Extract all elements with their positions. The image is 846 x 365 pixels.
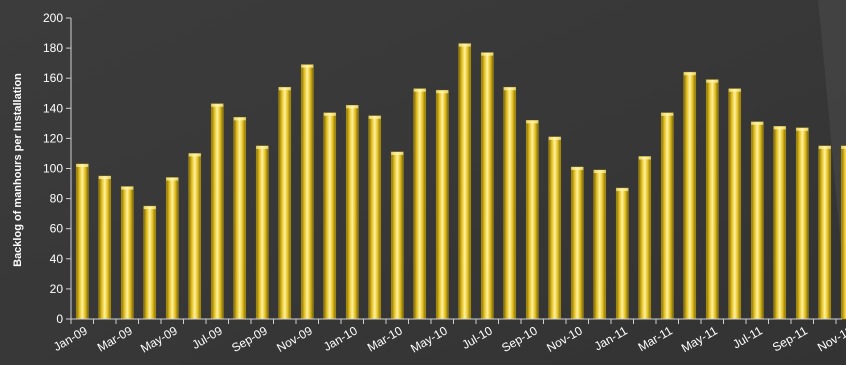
bar-cap [76,163,89,167]
bar [120,186,134,320]
bars [75,43,846,320]
bar-cap [301,64,314,68]
bar-cap [233,117,246,121]
bar [840,145,846,320]
bar-cap [481,52,494,56]
bar [75,163,89,320]
y-tick-label: 20 [50,282,64,296]
bar [98,175,112,320]
bar-cap [593,170,606,174]
bar-cap [323,112,336,116]
y-tick-label: 60 [50,222,64,236]
bar-cap [616,188,629,192]
bar [165,177,179,320]
bar-cap [278,87,291,91]
bar [368,115,382,320]
bar-cap [188,153,201,157]
bar-cap [211,103,224,107]
bar [390,151,404,320]
bar [728,88,742,320]
bar-cap [773,126,786,130]
y-axis-label: Backlog of manhours per Installation [12,73,24,267]
y-tick-label: 120 [43,131,63,145]
bar [210,103,224,320]
bar-cap [683,72,696,76]
bar [750,121,764,320]
bar [480,52,494,320]
bar [143,205,157,320]
bar-cap [458,43,471,47]
bar-cap [841,145,846,149]
bar-cap [143,206,156,210]
corner-decoration [818,0,846,300]
bar [660,112,674,320]
bar [323,112,337,320]
bar-cap [751,121,764,125]
y-tick-label: 80 [50,192,64,206]
bar-cap [796,127,809,131]
bar [503,86,517,320]
y-tick-label: 0 [56,312,63,326]
bar-cap [166,177,179,181]
y-tick-label: 100 [43,162,63,176]
bar [278,86,292,320]
y-tick-label: 200 [43,11,63,25]
bar [435,89,449,320]
y-tick-label: 40 [50,252,64,266]
bar-cap [661,112,674,116]
bar [773,126,787,320]
bar [638,156,652,320]
bar [458,43,472,320]
bar-cap [548,136,561,140]
y-axis: 0 20 40 60 80 100 120 140 160 180 200 [43,11,72,326]
y-tick-label: 180 [43,41,63,55]
y-tick-label: 140 [43,101,63,115]
bar-cap [436,90,449,94]
bar [300,64,314,320]
bar-cap [571,166,584,170]
bar [525,120,539,320]
bar [345,104,359,320]
bar-cap [413,88,426,92]
bar-cap [818,145,831,149]
bar-cap [706,79,719,83]
bar [818,145,832,320]
bar [233,117,247,320]
bar [255,145,269,320]
bar [548,136,562,320]
bar [795,127,809,320]
bar-cap [368,115,381,119]
bar-cap [346,105,359,109]
bar-cap [526,120,539,124]
y-tick-label: 160 [43,71,63,85]
bar-cap [121,186,134,190]
bar [413,88,427,320]
bar [705,79,719,320]
bar-cap [728,88,741,92]
bar-cap [638,156,651,160]
bar-cap [256,145,269,149]
bar-cap [503,87,516,91]
bar-cap [391,151,404,155]
bar [593,169,607,320]
bar [683,71,697,320]
bar-cap [98,176,111,180]
bar [188,153,202,320]
bar [615,187,629,320]
bar [570,166,584,320]
